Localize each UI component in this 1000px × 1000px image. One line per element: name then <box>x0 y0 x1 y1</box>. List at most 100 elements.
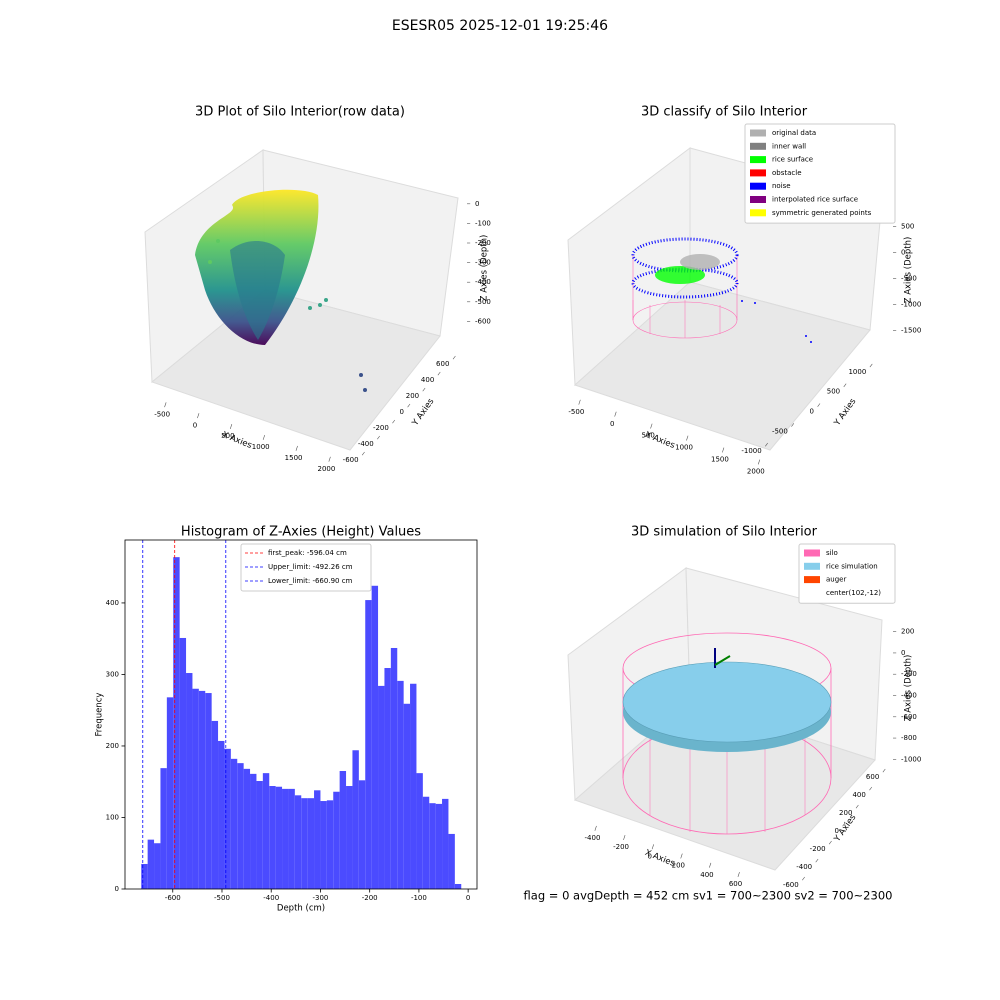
z-tick-label: 200 <box>901 628 914 636</box>
y-tick-label: 200 <box>106 742 119 750</box>
histogram-bar <box>250 773 257 889</box>
axis-label: Z Axies (Depth) <box>904 237 914 304</box>
y-tick-label: 300 <box>106 670 119 678</box>
legend-swatch <box>804 562 820 570</box>
histogram-bar <box>390 647 398 889</box>
histogram-bar <box>205 693 212 889</box>
z-tick-label: -100 <box>475 219 491 227</box>
tick-mark <box>650 423 653 429</box>
legend-label: original data <box>772 129 816 137</box>
plot-frame <box>124 539 478 890</box>
tick-mark <box>452 355 456 360</box>
z-tick-label: 0 <box>475 200 479 208</box>
x-tick-label: -200 <box>613 843 629 851</box>
tick-mark <box>802 876 805 881</box>
histogram-bar <box>166 697 174 889</box>
tick-mark <box>295 445 298 451</box>
y-tick-label: 1000 <box>848 368 866 376</box>
histogram-bar <box>422 796 430 889</box>
tick-mark <box>614 411 617 417</box>
tick-mark <box>651 844 654 850</box>
x-tick-label: 0 <box>193 421 197 429</box>
histogram-bar <box>224 748 231 889</box>
histogram-bar <box>301 798 308 889</box>
histogram-bar <box>435 803 443 889</box>
z-tick-label: -200 <box>475 239 491 247</box>
figure-title: ESESR05 2025-12-01 19:25:46 <box>392 18 608 34</box>
histogram-bar <box>339 770 347 889</box>
tick-mark <box>229 424 233 430</box>
legend-box <box>744 123 896 224</box>
z-tick-label: 0 <box>901 649 905 657</box>
tick-mark <box>869 786 873 791</box>
y-tick-label: 0 <box>115 885 119 893</box>
legend-swatch <box>804 549 820 557</box>
tick-mark <box>815 858 819 863</box>
histogram-bar <box>384 668 391 889</box>
histogram-bar <box>262 773 270 889</box>
histogram-bar <box>320 801 327 889</box>
x-tick-label: -500 <box>568 408 584 416</box>
x-tick-label: 0 <box>610 420 614 428</box>
z-tick-label: -200 <box>901 670 917 678</box>
tick-mark <box>594 825 597 831</box>
x-tick-label: 600 <box>729 880 742 888</box>
x-tick-label: 1500 <box>711 456 729 464</box>
surface-1 <box>195 189 367 392</box>
histogram-bar <box>147 839 155 889</box>
y-tick-label: 0 <box>835 827 839 835</box>
histogram-bar <box>403 703 411 889</box>
histogram-bar <box>256 781 263 889</box>
tick-mark <box>791 423 795 427</box>
legend-box <box>798 543 896 604</box>
histogram-bar <box>333 791 340 889</box>
histogram-bar <box>237 763 244 889</box>
z-tick-label: -300 <box>475 259 491 267</box>
status-text: flag = 0 avgDepth = 452 cm sv1 = 700~230… <box>524 889 893 903</box>
y-tick-label: 200 <box>406 392 419 400</box>
legend-label: inner wall <box>772 142 806 150</box>
y-tick-label: 600 <box>436 360 449 368</box>
x-tick-label: 200 <box>672 862 685 870</box>
legend-label: noise <box>772 182 791 190</box>
z-tick-label: -400 <box>901 692 917 700</box>
y-tick-label: -200 <box>810 845 826 853</box>
x-tick-label: 0 <box>466 894 470 902</box>
y-tick-label: 400 <box>852 791 865 799</box>
histogram-bar <box>397 680 404 889</box>
y-tick-label: -200 <box>373 424 389 432</box>
y-tick-label: -600 <box>343 456 359 464</box>
y-tick-label: -600 <box>783 881 799 889</box>
histogram-bar <box>160 768 167 889</box>
tick-mark <box>164 402 167 408</box>
histogram-bar <box>454 883 462 889</box>
axis-label: Y Axies <box>832 396 859 428</box>
z-tick-label: -500 <box>901 274 917 282</box>
y-tick-label: 600 <box>866 773 879 781</box>
x-axis-label: Depth (cm) <box>277 904 325 914</box>
tick-mark <box>869 363 873 368</box>
tick-mark <box>437 371 441 376</box>
legend-label: obstacle <box>772 169 802 177</box>
y-tick-label: 200 <box>839 809 852 817</box>
histogram-bar <box>378 685 385 889</box>
classified-points <box>631 237 812 343</box>
tick-mark <box>765 442 768 447</box>
histogram-bar <box>243 768 251 889</box>
y-tick-label: -400 <box>358 440 374 448</box>
histogram-bar <box>141 863 148 889</box>
legend-label: Lower_limit: -660.90 cm <box>268 577 353 585</box>
chart-title: 3D classify of Silo Interior <box>641 105 808 120</box>
histogram-bar <box>275 786 283 889</box>
silo-simulation <box>622 632 832 835</box>
tick-mark <box>377 435 380 440</box>
z-tick-label: 0 <box>901 248 905 256</box>
histogram-bar <box>288 788 295 889</box>
tick-mark <box>686 435 689 441</box>
x-tick-label: -200 <box>362 894 378 902</box>
z-tick-label: -800 <box>901 734 917 742</box>
x-tick-label: 2000 <box>747 468 765 476</box>
histogram-bar <box>198 690 206 889</box>
y-tick-label: 0 <box>400 408 404 416</box>
y-axis-label: Frequency <box>95 693 105 737</box>
